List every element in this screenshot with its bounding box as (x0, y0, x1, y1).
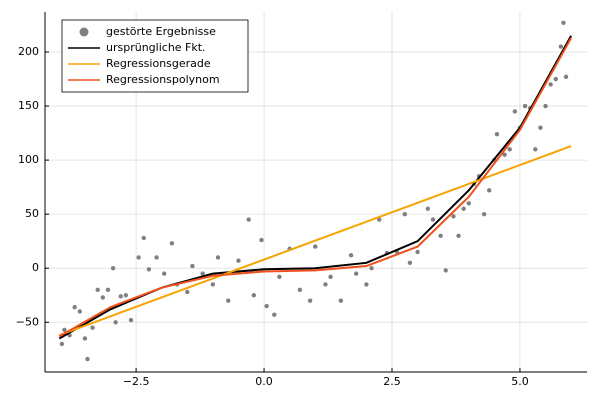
y-tick-label: −50 (16, 315, 39, 328)
legend-label: gestörte Ergebnisse (106, 25, 216, 38)
scatter-point (348, 253, 354, 258)
y-tick-label: 100 (18, 153, 39, 166)
scatter-point (466, 201, 471, 206)
scatter-point (62, 327, 67, 333)
scatter-point (272, 312, 277, 317)
line-series (58, 145, 572, 337)
scatter-point (507, 147, 512, 152)
scatter-point (169, 241, 175, 246)
scatter-point (323, 282, 328, 287)
scatter-point (95, 287, 100, 293)
scatter-point (563, 74, 569, 80)
scatter-point (548, 82, 553, 87)
scatter-point (215, 255, 221, 260)
scatter-point (512, 109, 518, 114)
scatter-point (77, 309, 83, 314)
x-tick-label: 5.0 (511, 375, 529, 388)
scatter-point (430, 217, 436, 222)
scatter-point (200, 271, 205, 276)
scatter-point (364, 282, 369, 287)
x-tick-label: 2.5 (383, 375, 401, 388)
scatter-point (353, 271, 359, 276)
legend-label: Regressionsgerade (106, 57, 211, 70)
scatter-point (123, 293, 129, 298)
scatter-point (226, 298, 231, 303)
scatter-point (210, 282, 216, 287)
scatter-point (154, 255, 159, 260)
scatter-point (438, 233, 443, 238)
scatter-point (136, 255, 141, 260)
scatter-point (59, 341, 65, 347)
scatter-point (162, 271, 167, 276)
scatter-point (328, 274, 333, 280)
scatter-point (85, 356, 90, 362)
scatter-point (456, 233, 461, 238)
y-tick-label: 200 (18, 45, 39, 58)
scatter-point (259, 237, 264, 243)
scatter-point (146, 267, 152, 272)
scatter-point (425, 206, 431, 211)
scatter-point (543, 103, 548, 109)
scatter-point (128, 317, 134, 323)
x-tick-label: −2.5 (123, 375, 150, 388)
scatter-point (82, 336, 88, 341)
scatter-point (461, 206, 466, 211)
scatter-point (110, 266, 116, 271)
scatter-point (415, 249, 420, 255)
scatter-point (141, 235, 146, 241)
y-tick-label: 0 (32, 261, 39, 274)
legend-label: Regressionspolynom (106, 73, 220, 86)
scatter-point (561, 20, 566, 26)
legend-marker (79, 27, 89, 37)
scatter-point (402, 211, 407, 217)
scatter-point (100, 295, 106, 300)
legend-label: ursprüngliche Fkt. (106, 41, 206, 54)
y-tick-label: 50 (25, 207, 39, 220)
y-tick-label: 150 (18, 99, 39, 112)
scatter-point (118, 294, 123, 299)
scatter-point (251, 293, 257, 298)
scatter-point (307, 298, 313, 303)
scatter-point (538, 125, 543, 130)
scatter-point (246, 217, 251, 222)
scatter-point (277, 274, 282, 280)
scatter-point (533, 147, 538, 152)
scatter-point (338, 298, 344, 303)
scatter-point (264, 303, 269, 309)
line-series (58, 37, 573, 338)
scatter-point (369, 266, 374, 271)
scatter-point (443, 268, 448, 273)
scatter-point (297, 287, 303, 293)
scatter-point (558, 44, 564, 49)
scatter-point (522, 103, 528, 109)
scatter-point (105, 287, 111, 293)
scatter-point (90, 325, 95, 330)
scatter-point (487, 188, 492, 193)
scatter-point (481, 211, 487, 217)
x-tick-label: 0.0 (255, 375, 273, 388)
scatter-point (502, 152, 507, 157)
scatter-point (190, 263, 195, 269)
scatter-point (185, 289, 190, 295)
scatter-point (451, 214, 456, 219)
scatter-point (72, 304, 77, 310)
scatter-point (407, 260, 413, 266)
scatter-point (313, 244, 318, 249)
scatter-point (553, 76, 558, 82)
scatter-point (113, 320, 118, 325)
scatter-point (236, 258, 241, 263)
scatter-point (494, 131, 500, 137)
